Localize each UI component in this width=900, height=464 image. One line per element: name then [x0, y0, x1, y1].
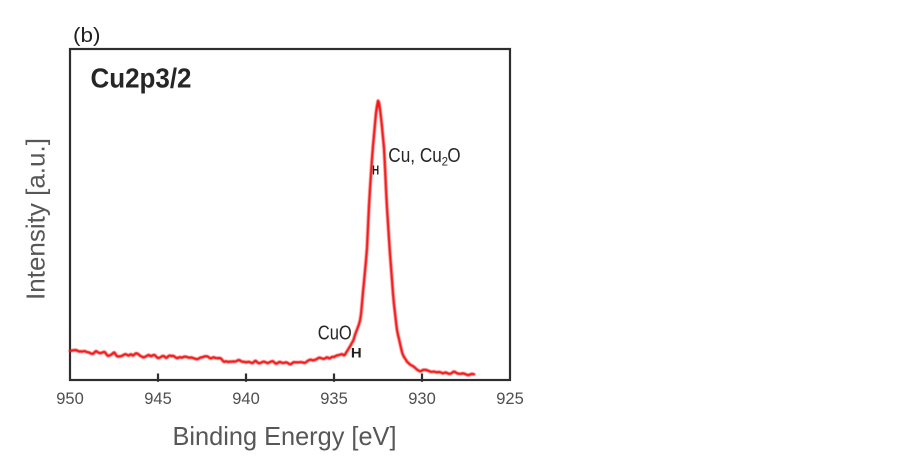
svg-text:H: H	[351, 344, 362, 360]
svg-text:945: 945	[144, 390, 172, 408]
svg-text:CuO: CuO	[318, 323, 352, 345]
svg-text:925: 925	[496, 390, 524, 408]
svg-text:Intensity [a.u.]: Intensity [a.u.]	[21, 138, 51, 300]
svg-text:2: 2	[442, 157, 448, 169]
svg-text:H: H	[372, 163, 379, 178]
svg-text:Binding Energy [eV]: Binding Energy [eV]	[173, 421, 397, 451]
svg-text:(b): (b)	[73, 25, 101, 47]
svg-text:935: 935	[320, 390, 348, 408]
svg-text:930: 930	[408, 390, 436, 408]
svg-text:Cu2p3/2: Cu2p3/2	[91, 63, 192, 94]
svg-text:950: 950	[56, 390, 84, 408]
svg-text:Cu, Cu: Cu, Cu	[388, 145, 442, 167]
svg-text:940: 940	[232, 390, 260, 408]
svg-text:O: O	[447, 145, 460, 167]
